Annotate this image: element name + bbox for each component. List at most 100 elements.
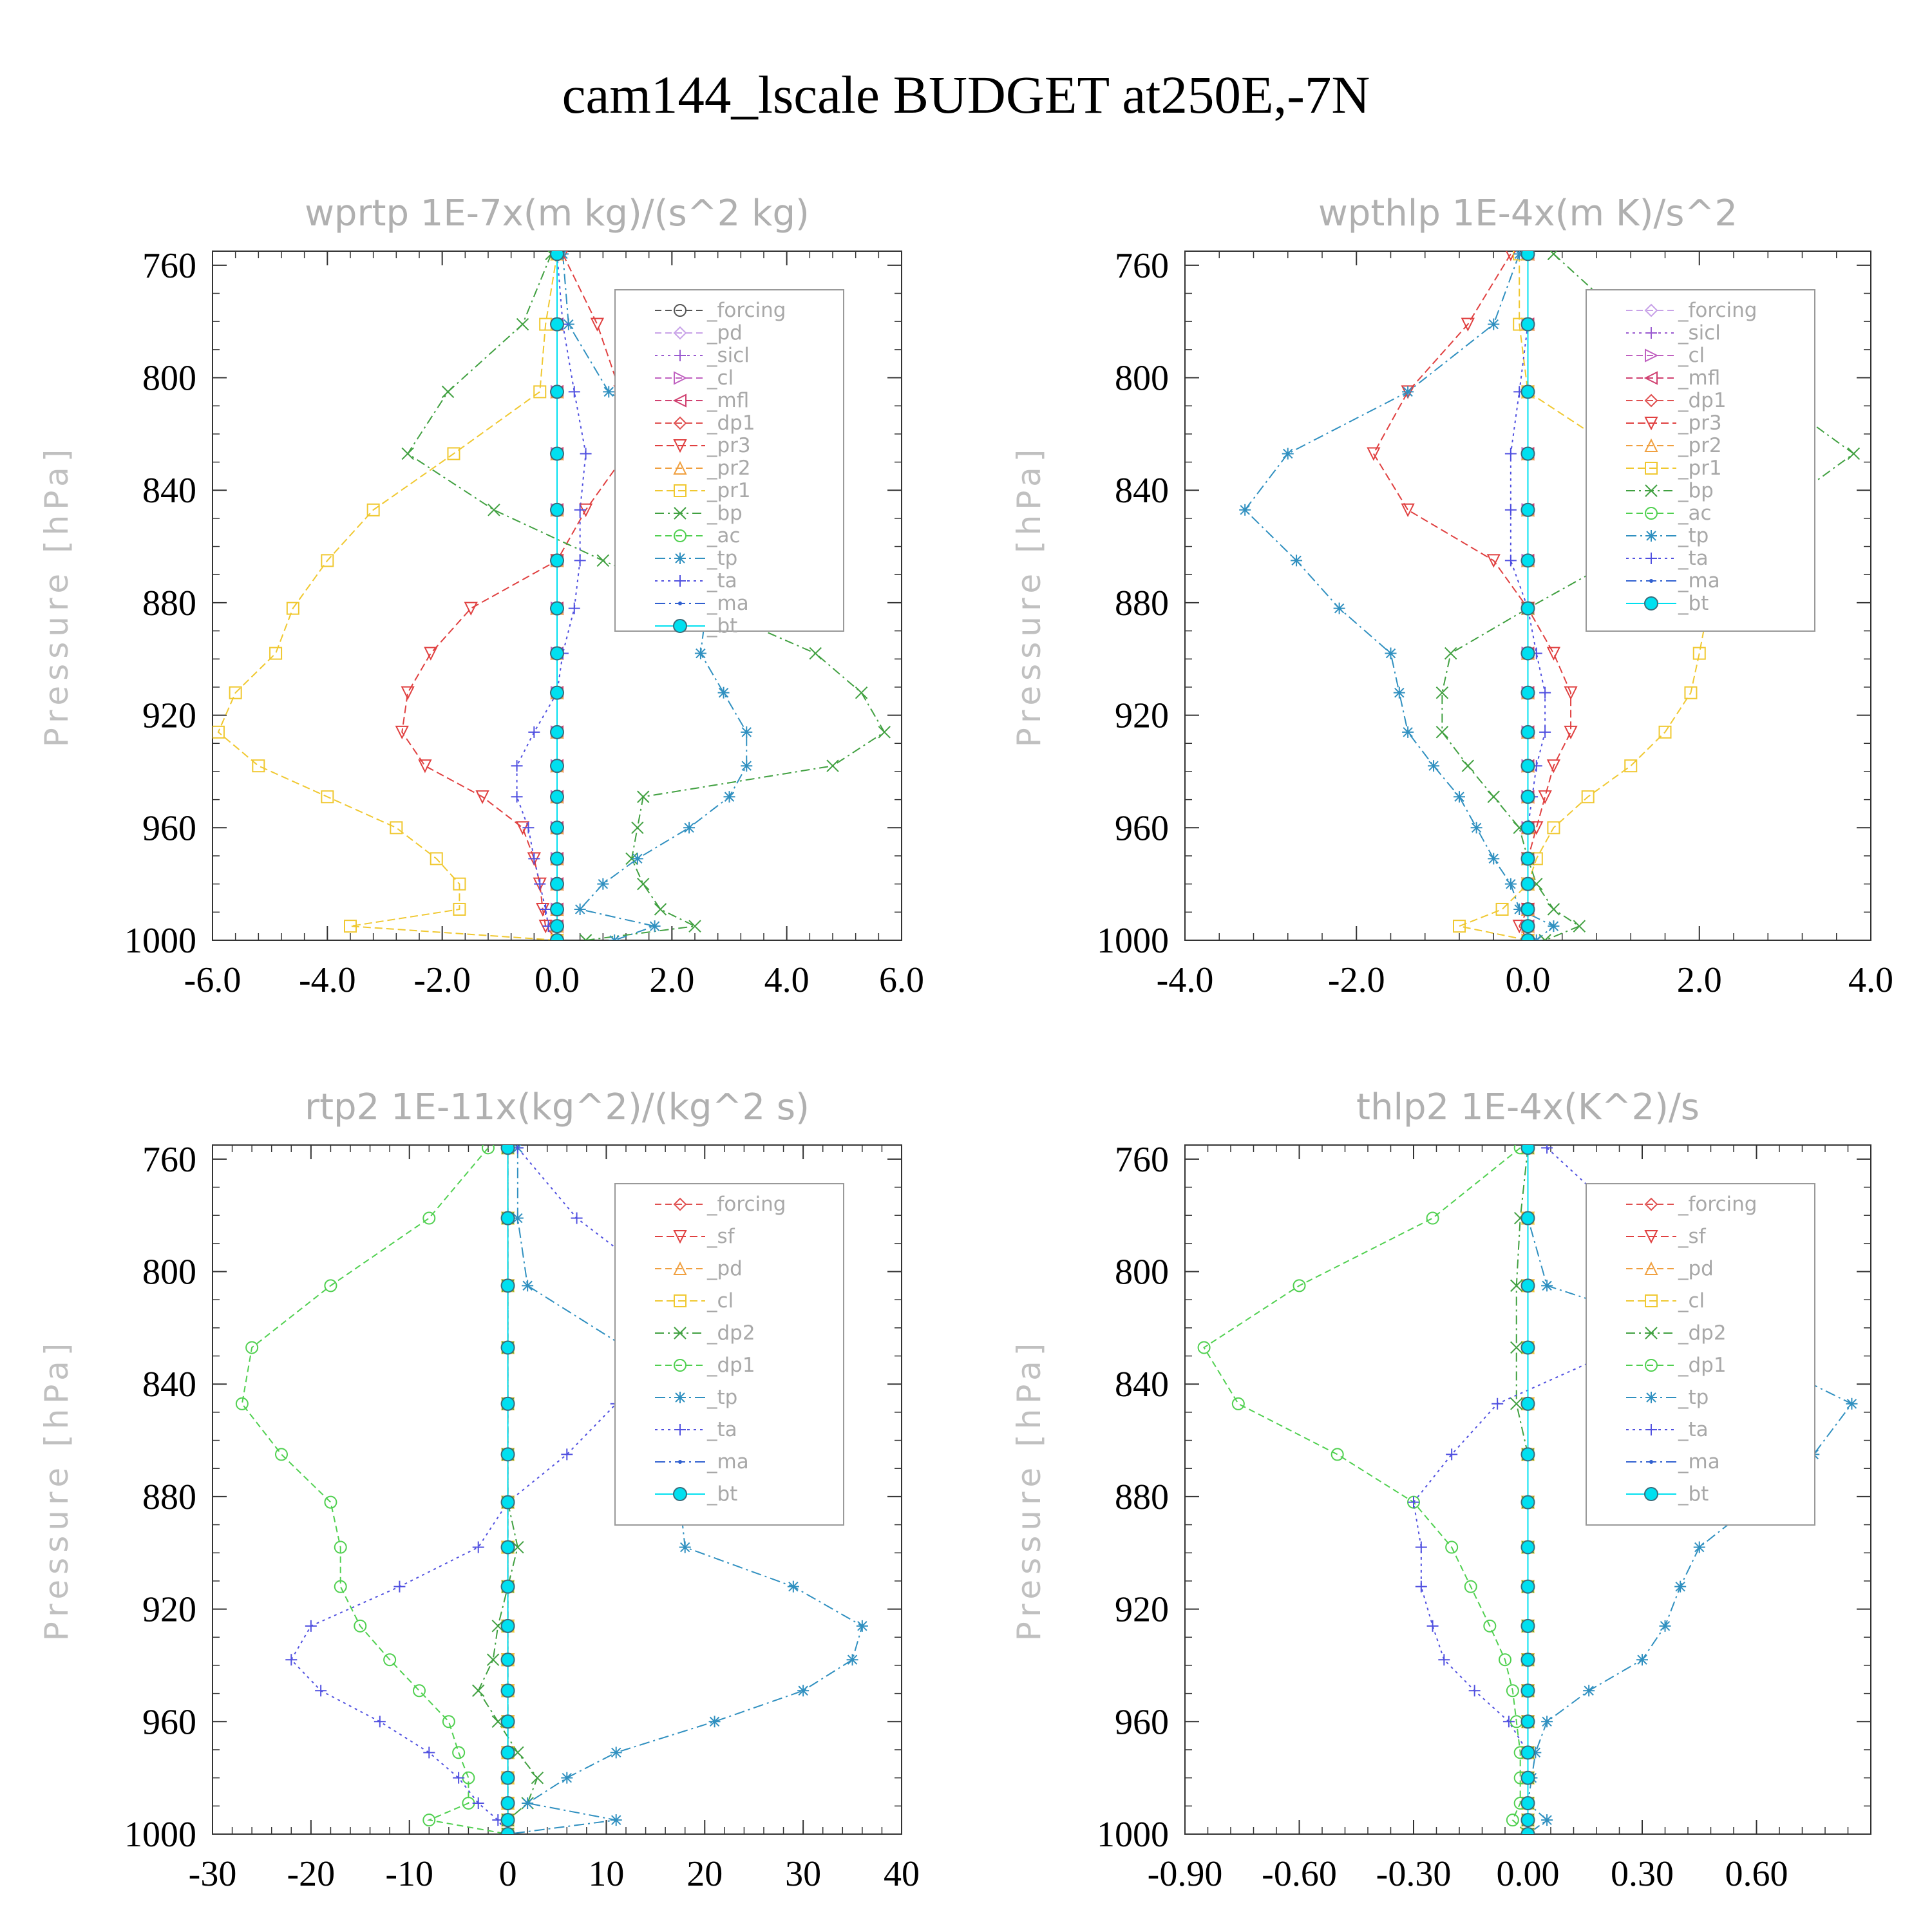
data-point_bp [1435,726,1449,739]
data-point_pr3 [1546,647,1561,661]
data-point_bp [855,686,868,699]
data-point_pr1 [1684,686,1698,699]
data-point_bt [500,1278,515,1293]
data-point_ta [528,853,540,865]
data-point_bp [688,920,701,933]
legend-marker [1645,507,1658,520]
data-point_bt [500,1770,515,1785]
legend-label: _mfl [706,389,749,412]
data-point_dp2 [472,1684,485,1697]
data-point_bp [1444,647,1457,660]
data-point_dp1 [1445,1540,1459,1554]
legend-marker [674,529,687,542]
legend-marker [673,1261,687,1275]
legend-label: _sf [1678,1225,1707,1248]
legend-marker [678,601,682,605]
legend-label: _bt [1678,592,1709,615]
data-point_bt [1520,384,1535,399]
y-tick-label: 920 [142,1590,196,1630]
data-point_bt [500,1745,515,1760]
y-tick-label: 960 [1115,808,1169,848]
data-point_bt [1520,1827,1535,1834]
data-point_pr1 [321,554,334,567]
data-point_bp [1547,903,1560,916]
data-point_ta [472,1541,484,1553]
data-point_ta [1492,1397,1504,1410]
data-point_bt [1520,1579,1535,1594]
data-point_bt [1520,1813,1535,1828]
y-tick-label: 760 [1115,246,1169,286]
data-point_bt [500,1340,515,1355]
data-point_dp1 [1293,1279,1306,1293]
legend: _forcing _sf _pd _cl _dp2 _dp1 _tp _ta _ma _bt [1586,1183,1815,1526]
data-point_bt [1520,1683,1535,1698]
legend-label: _sicl [1678,321,1721,345]
data-point_dp1 [324,1279,337,1293]
data-point_pr1 [1581,790,1595,804]
data-point_tp [1282,448,1294,460]
x-tick-label: 0.30 [1611,1854,1674,1894]
series-line_ta [516,254,587,940]
data-point_dp1 [1506,1814,1519,1827]
data-point_tp [741,726,753,738]
data-point_pr3 [395,725,409,740]
data-point_tp [683,822,696,834]
data-point_tp [610,1747,622,1759]
data-point_dp2 [486,1653,500,1666]
data-point_bt [550,685,564,700]
series-line_pr3 [401,253,627,940]
y-tick-label: 920 [142,696,196,736]
data-point_tp [1530,1747,1542,1759]
legend-label: _dp1 [1678,389,1727,412]
legend-marker [674,1359,687,1372]
y-axis-label: Pressure [hPa] [38,1338,75,1642]
y-tick-label: 880 [142,1477,196,1517]
y-axis-label: Pressure [hPa] [1010,444,1048,748]
data-point_pr3 [401,686,415,700]
data-point_tp [1385,647,1397,659]
data-point_pr3 [424,647,438,661]
legend-marker [1645,484,1658,497]
data-point_tp [603,386,615,398]
data-point_bp [826,759,839,772]
panel-4: thlp2 1E-4x(K^2)/s Pressure [hPa] 760 800 84… [1010,1086,1871,1894]
data-point_ta [561,1448,573,1461]
data-point_ta [1504,448,1517,460]
legend-label: _bt [706,1482,737,1506]
series-line_bp [406,253,886,940]
legend-label: _pr1 [706,479,751,502]
data-point_bt [550,553,564,568]
data-point_tp [723,791,735,803]
x-tick-label: -0.60 [1262,1854,1337,1894]
data-point_ta [571,1212,583,1224]
data-point_bt [1520,1278,1535,1293]
data-point_ta [580,448,592,460]
panel-3: rtp2 1E-11x(kg^2)/(kg^2 s) Pressure [hPa]… [38,1086,920,1894]
data-point_tp [1541,1716,1553,1728]
data-point_ta [1426,1620,1439,1632]
data-point_dp2 [491,1715,504,1728]
data-point_ta [1539,726,1551,738]
data-point_dp1 [1464,1580,1477,1593]
data-point_bp [1547,251,1560,261]
data-point_bp [809,647,822,660]
data-point_pr3 [1564,686,1578,700]
data-point_pr1 [344,920,357,933]
data-point_bp [441,385,455,399]
data-point_tp [631,853,643,865]
data-point_bt [550,384,564,399]
data-point_dp1 [422,1211,436,1225]
data-point_tp [1846,1397,1858,1410]
data-point_bp [631,821,644,835]
legend-label: _pd [1678,1257,1714,1280]
y-tick-label: 880 [1115,1477,1169,1517]
legend: _forcing _sf _pd _cl _dp2 _dp1 _tp _ta _ma _bt [614,1183,844,1526]
data-point_bp [1435,686,1449,699]
legend-label: _bp [706,502,743,525]
data-point_bt [1520,553,1535,568]
data-point_bt [550,759,564,773]
data-point_dp2 [1510,1341,1523,1354]
data-point_bt [550,790,564,804]
data-point_bp [488,504,500,516]
